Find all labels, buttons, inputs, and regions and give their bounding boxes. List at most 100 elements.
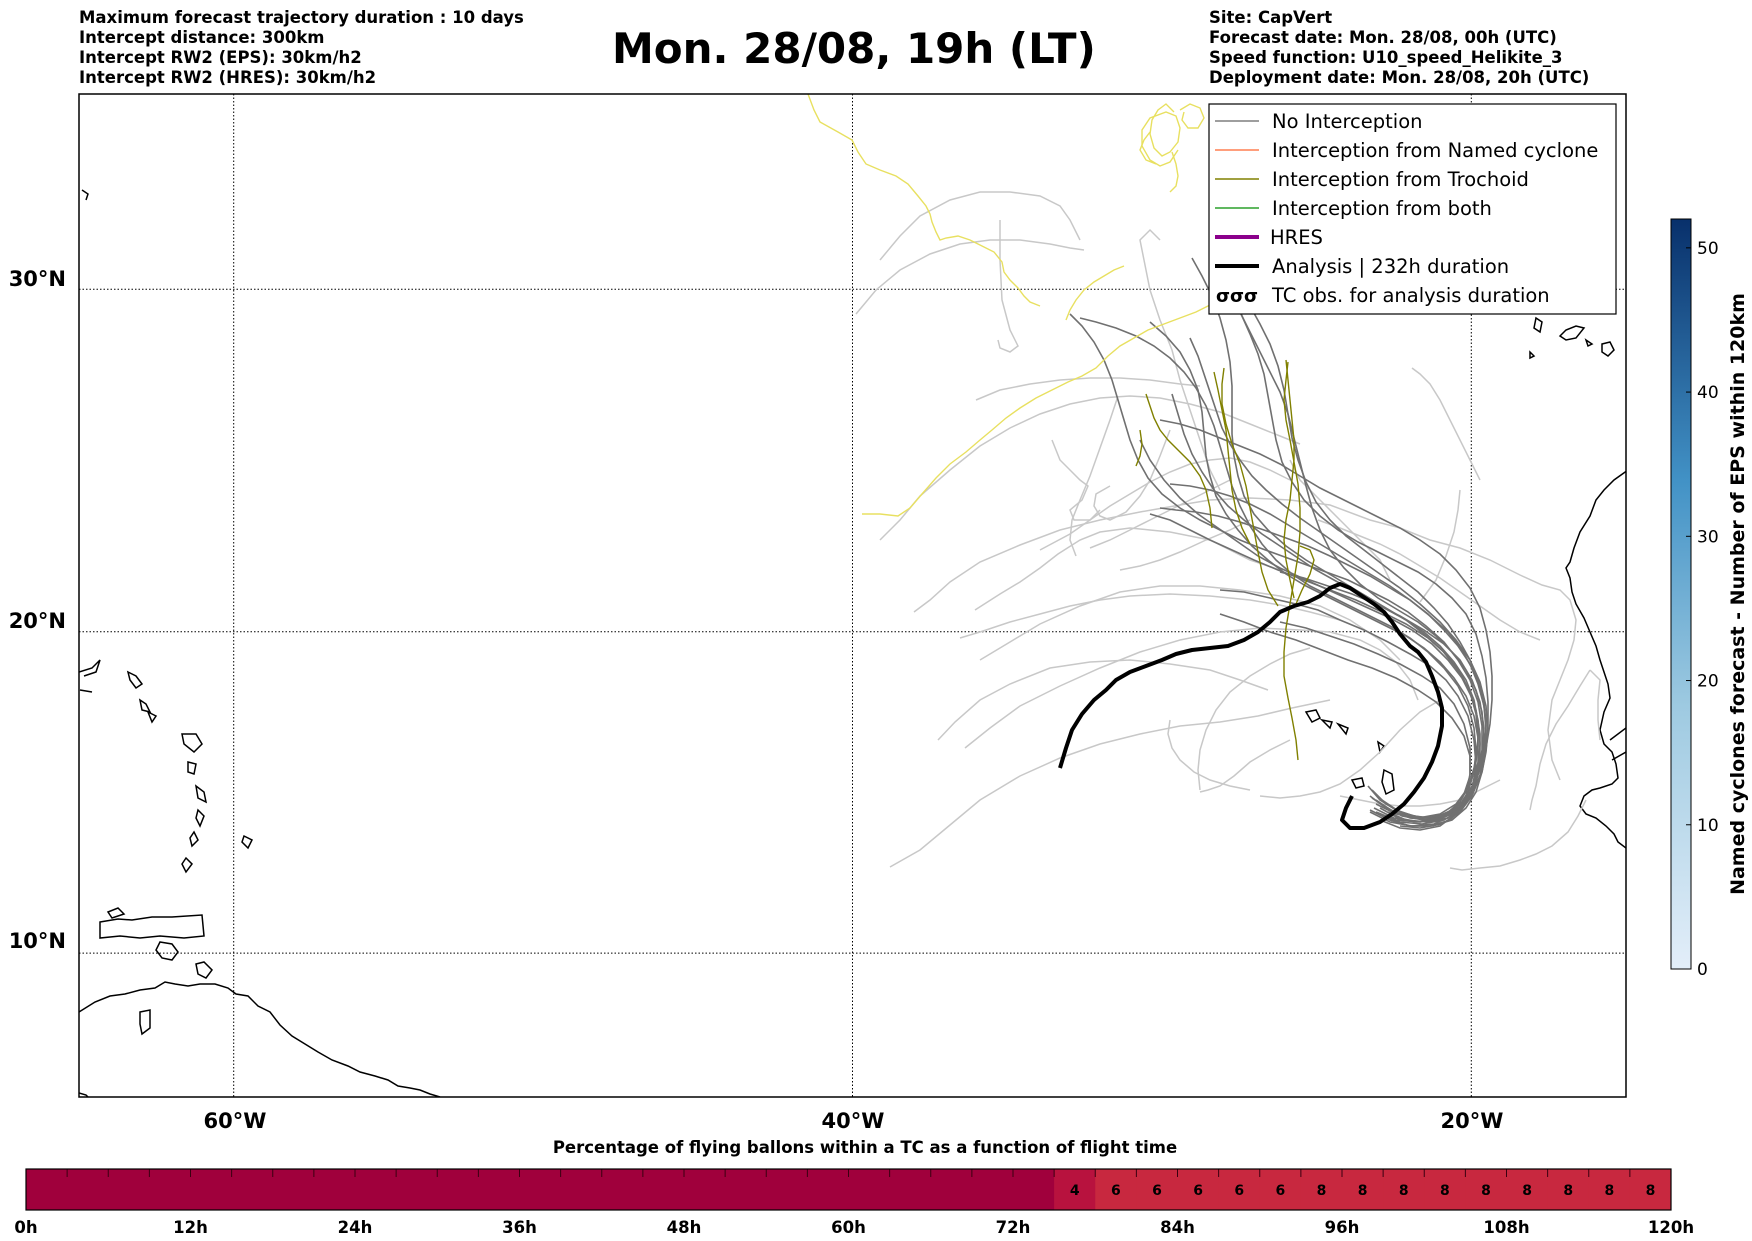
canary-island [1533,316,1543,334]
bar-cell [1383,1169,1425,1210]
bar-cell-value: 6 [1152,1183,1162,1199]
island [126,670,144,690]
bar-cell [272,1169,315,1210]
bar-cell [807,1169,849,1210]
bar-cell [1465,1169,1507,1210]
bar-cell [26,1169,68,1210]
cape-verde-maio [1381,768,1395,796]
south-america-coast [79,981,441,1097]
cape-verde-sao-vicente [1319,718,1333,730]
st-lucia-island [195,808,205,828]
time-label: 84h [1160,1218,1195,1237]
colorbar-tick-label: 10 [1697,816,1719,836]
lon-label: 60°W [204,1109,267,1133]
bar-cell [725,1169,767,1210]
canary-island [1584,338,1594,348]
intercept-distance-text: Intercept distance: 300km [79,28,325,47]
time-label: 96h [1325,1218,1360,1237]
bar-cell [766,1169,808,1210]
bar-cell [848,1169,891,1210]
africa-coast [1565,470,1626,849]
puerto-rico-coast [79,659,101,677]
colorbar-tick-label: 20 [1697,672,1719,692]
bar-cell-value: 8 [1522,1183,1532,1199]
bar-cells: 4 6 6 6 6 6 8 8 8 8 8 8 8 8 8 [25,1169,1672,1210]
bar-cell [642,1169,685,1210]
bar-border [25,1168,1672,1211]
bar-cell-value: 8 [1317,1183,1327,1199]
bar-cell [149,1169,191,1210]
legend-box [1208,103,1617,315]
time-label: 48h [667,1218,702,1237]
bar-cell-value: 8 [1358,1183,1368,1199]
max-duration-text: Maximum forecast trajectory duration : 1… [79,8,524,27]
header-left-info: Maximum forecast trajectory duration : 1… [79,8,524,88]
tc-percentage-bar: Percentage of flying ballons within a TC… [14,1138,1694,1237]
legend-item: No Interception [1215,110,1423,133]
legend-label: Interception from Named cyclone [1272,139,1598,162]
bar-cell [108,1169,150,1210]
bar-cell [1177,1169,1220,1210]
island [146,710,158,724]
colorbar-gradient [1670,218,1692,970]
bar-cell [1300,1169,1343,1210]
island [138,698,152,714]
cape-verde-santiago [1350,777,1365,789]
time-label: 24h [338,1218,373,1237]
lat-label: 10°N [9,929,66,953]
map-content [79,94,1626,1097]
intercept-hres-text: Intercept RW2 (HRES): 30km/h2 [79,68,377,87]
bar-cell [1013,1169,1055,1210]
time-label: 36h [502,1218,537,1237]
bar-cell-value: 6 [1111,1183,1121,1199]
analysis-trajectory [1058,582,1444,830]
bar-cell [313,1169,356,1210]
tc-symbol-icon: σσσ [1216,286,1258,307]
legend-label: HRES [1270,226,1323,249]
bar-cell [930,1169,973,1210]
page-title: Mon. 28/08, 19h (LT) [612,24,1096,73]
trajectories-no-interception [1069,257,1493,831]
cape-verde-sao-nicolau [1335,722,1349,736]
time-label: 12h [173,1218,208,1237]
legend-item: Interception from Named cyclone [1215,139,1598,162]
bar-cell [1136,1169,1178,1210]
colorbar: 0 10 20 30 40 50 Named cyclones forecast - Nu… [1670,218,1749,980]
bar-cell [601,1169,644,1210]
bar-cell [519,1169,562,1210]
bar-cell [190,1169,233,1210]
time-label: 60h [831,1218,866,1237]
bar-cell [1588,1169,1631,1210]
legend-label: TC obs. for analysis duration [1271,284,1550,307]
speed-function-text: Speed function: U10_speed_Helikite_3 [1209,48,1563,67]
time-label: 120h [1648,1218,1694,1237]
bermuda-island [81,189,89,201]
bar-cell [1218,1169,1261,1210]
bar-cell [396,1169,438,1210]
legend-item: Interception from both [1215,197,1492,220]
bar-cell [560,1169,603,1210]
bar-cell [971,1169,1014,1210]
colorbar-tick-label: 50 [1697,239,1719,259]
legend-label: Analysis | 232h duration [1272,255,1509,278]
colorbar-tick-label: 40 [1697,383,1719,403]
lat-label: 20°N [9,609,66,633]
trajectories-yellow [807,94,1269,517]
africa-coast-detail [1609,727,1626,741]
bar-cell [1054,1169,1096,1210]
island [181,856,193,874]
bar-cell-value: 4 [1070,1183,1080,1199]
island [106,907,126,919]
legend: No Interception Interception from Named c… [1208,103,1617,315]
lat-label: 30°N [9,267,66,291]
bar-cell [355,1169,397,1210]
colorbar-tick-label: 30 [1697,527,1719,547]
bar-cell-value: 8 [1481,1183,1491,1199]
legend-items: No Interception Interception from Named c… [1215,110,1598,307]
bar-cell [1095,1169,1137,1210]
bar-cell [1342,1169,1384,1210]
lon-label: 40°W [822,1109,885,1133]
bar-cell-value: 8 [1646,1183,1656,1199]
coastlines [79,189,1626,1097]
